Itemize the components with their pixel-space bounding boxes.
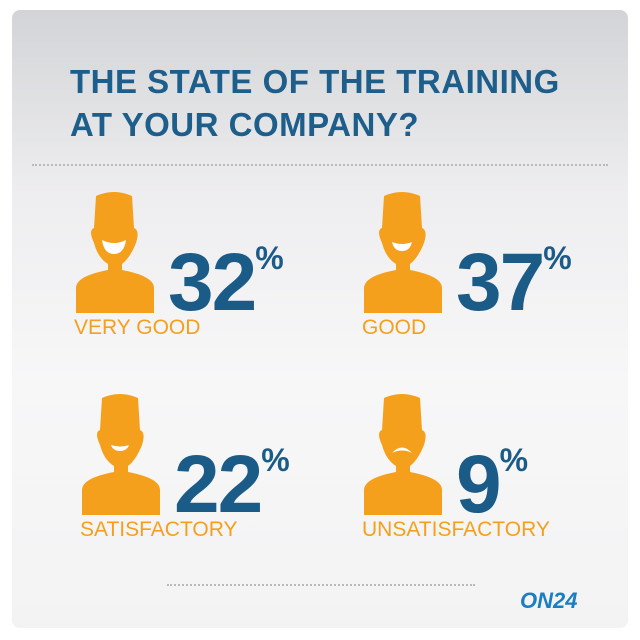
label-unsatisfactory: UNSATISFACTORY [362,518,550,541]
title-line-1: THE STATE OF THE TRAINING [70,63,560,100]
person-small-smile-icon [82,394,160,515]
value-very-good: 32% [168,237,284,328]
value-good: 37% [456,237,572,328]
value-satisfactory: 22% [174,439,290,530]
infographic-card: THE STATE OF THE TRAINING AT YOUR COMPAN… [12,10,628,628]
stat-very-good: 32% VERY GOOD [74,188,354,368]
divider [32,164,608,166]
stat-good: 37% GOOD [362,188,628,368]
value-unsatisfactory: 9% [456,439,529,530]
on24-logo: ON24 [520,588,578,613]
label-satisfactory: SATISFACTORY [80,518,238,541]
stat-satisfactory: 22% SATISFACTORY [80,390,360,570]
person-frown-icon [364,394,442,515]
person-smile-icon [364,192,442,313]
label-good: GOOD [362,316,427,339]
label-very-good: VERY GOOD [74,316,201,339]
person-big-smile-icon [76,192,154,313]
page-title: THE STATE OF THE TRAINING AT YOUR COMPAN… [70,60,560,146]
footer-divider [167,584,475,586]
title-line-2: AT YOUR COMPANY? [70,106,420,143]
stat-unsatisfactory: 9% UNSATISFACTORY [362,390,628,570]
